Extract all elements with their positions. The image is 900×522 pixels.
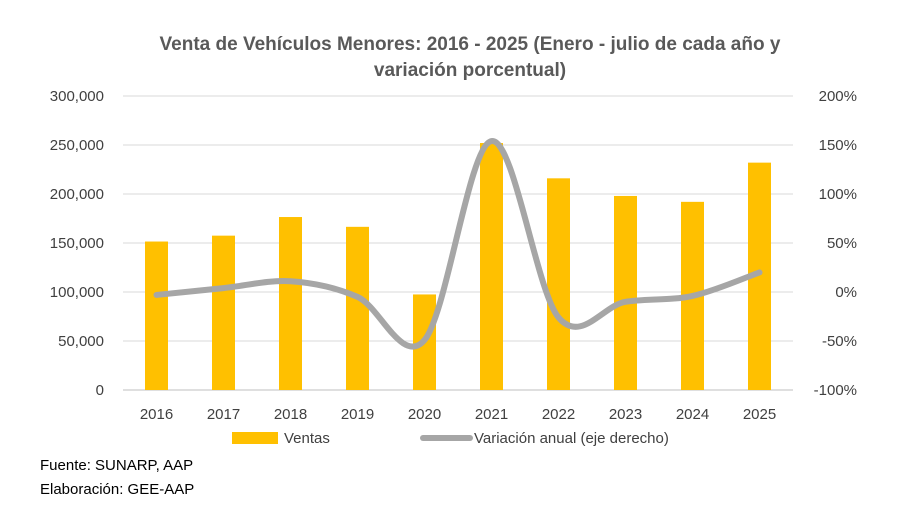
x-tick-label: 2023 bbox=[609, 406, 642, 423]
y-left-tick-label: 200,000 bbox=[50, 186, 104, 203]
line-variacion bbox=[153, 138, 763, 350]
x-tick-label: 2024 bbox=[676, 406, 709, 423]
y-left-tick-label: 50,000 bbox=[58, 333, 104, 350]
legend-swatch-ventas bbox=[232, 432, 278, 444]
bars-ventas bbox=[145, 143, 771, 390]
point-variacion-2023 bbox=[624, 300, 627, 304]
x-tick-label: 2022 bbox=[542, 406, 575, 423]
point-variacion-2022 bbox=[557, 315, 560, 319]
chart-title-line-2: variación porcentual) bbox=[374, 60, 566, 81]
source-text: Fuente: SUNARP, AAP bbox=[40, 457, 194, 474]
bar-ventas-2025 bbox=[748, 162, 771, 390]
point-variacion-2025 bbox=[758, 270, 761, 274]
x-tick-label: 2018 bbox=[274, 406, 307, 423]
x-tick-label: 2025 bbox=[743, 406, 776, 423]
y-left-tick-label: 0 bbox=[96, 382, 104, 399]
bar-ventas-2021 bbox=[480, 143, 503, 390]
y-right-tick-label: -100% bbox=[814, 382, 857, 399]
x-axis: 2016 2017 2018 2019 2020 2021 2022 2023 2024 2025 bbox=[140, 406, 776, 423]
point-variacion-2024 bbox=[691, 294, 694, 298]
bar-ventas-2022 bbox=[547, 178, 570, 390]
point-variacion-2021 bbox=[490, 139, 493, 143]
chart-title-line-1: Venta de Vehículos Menores: 2016 - 2025 … bbox=[160, 34, 781, 55]
legend-label-ventas: Ventas bbox=[284, 430, 330, 447]
y-left-tick-label: 300,000 bbox=[50, 88, 104, 105]
legend-label-variacion: Variación anual (eje derecho) bbox=[474, 430, 669, 447]
line-path-variacion bbox=[153, 138, 763, 350]
y-left-tick-label: 250,000 bbox=[50, 137, 104, 154]
bar-ventas-2018 bbox=[279, 217, 302, 390]
y-left-tick-label: 100,000 bbox=[50, 284, 104, 301]
bar-ventas-2016 bbox=[145, 241, 168, 390]
legend: Ventas Variación anual (eje derecho) bbox=[232, 430, 669, 447]
y-left-tick-label: 150,000 bbox=[50, 235, 104, 252]
y-right-tick-label: 0% bbox=[835, 284, 857, 301]
y-right-tick-label: 200% bbox=[819, 88, 857, 105]
x-tick-label: 2017 bbox=[207, 406, 240, 423]
y-right-tick-label: 150% bbox=[819, 137, 857, 154]
y-axis-left: 0 50,000 100,000 150,000 200,000 250,000 300,0… bbox=[50, 88, 104, 399]
y-axis-right: -100% -50% 0% 50% 100% 150% 200% bbox=[814, 88, 857, 399]
point-variacion-2018 bbox=[289, 279, 292, 283]
x-tick-label: 2016 bbox=[140, 406, 173, 423]
bar-ventas-2019 bbox=[346, 226, 369, 390]
x-tick-label: 2021 bbox=[475, 406, 508, 423]
elaboration-text: Elaboración: GEE-AAP bbox=[40, 481, 195, 498]
point-variacion-2017 bbox=[222, 286, 225, 290]
y-right-tick-label: -50% bbox=[822, 333, 857, 350]
point-variacion-2016 bbox=[155, 293, 158, 297]
point-variacion-2019 bbox=[356, 295, 359, 299]
y-right-tick-label: 100% bbox=[819, 186, 857, 203]
bar-ventas-2017 bbox=[212, 235, 235, 390]
y-right-tick-label: 50% bbox=[827, 235, 857, 252]
x-tick-label: 2019 bbox=[341, 406, 374, 423]
bar-ventas-2023 bbox=[614, 195, 637, 390]
x-tick-label: 2020 bbox=[408, 406, 441, 423]
point-variacion-2020 bbox=[423, 338, 426, 342]
